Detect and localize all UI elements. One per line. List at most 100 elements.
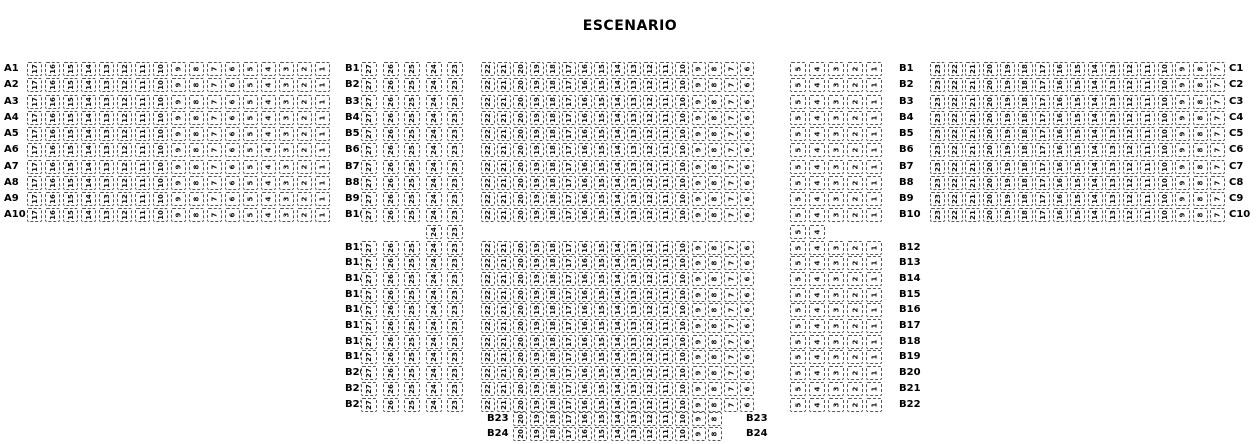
seat[interactable]: 12 — [643, 78, 657, 93]
seat[interactable]: 16 — [1052, 62, 1068, 76]
seat[interactable]: 10 — [675, 192, 690, 206]
seat[interactable]: 17 — [562, 240, 576, 255]
seat[interactable]: 11 — [135, 110, 150, 125]
seat[interactable]: 27 — [361, 94, 377, 109]
seat[interactable]: 4 — [809, 208, 825, 223]
seat[interactable]: 8 — [1192, 159, 1208, 174]
seat[interactable]: 10 — [675, 256, 690, 271]
seat[interactable]: 15 — [594, 427, 609, 442]
seat[interactable]: 11 — [659, 62, 674, 76]
seat[interactable]: 24 — [425, 127, 442, 141]
seat[interactable]: 8 — [707, 240, 722, 255]
seat[interactable]: 16 — [1052, 175, 1068, 190]
seat[interactable]: 16 — [578, 411, 593, 426]
seat[interactable]: 20 — [982, 159, 998, 174]
seat[interactable]: 17 — [1035, 94, 1050, 109]
seat[interactable]: 20 — [513, 381, 528, 396]
seat[interactable]: 14 — [81, 110, 96, 125]
seat[interactable]: 9 — [691, 271, 706, 286]
seat[interactable]: 22 — [481, 381, 495, 396]
seat[interactable]: 16 — [45, 208, 60, 223]
seat[interactable]: 11 — [135, 208, 150, 223]
seat[interactable]: 15 — [594, 397, 609, 412]
seat[interactable]: 15 — [63, 78, 78, 93]
seat[interactable]: 21 — [497, 192, 512, 206]
seat[interactable]: 12 — [643, 175, 657, 190]
seat[interactable]: 13 — [1105, 175, 1120, 190]
seat[interactable]: 6 — [740, 397, 755, 412]
seat[interactable]: 17 — [1035, 192, 1050, 206]
seat[interactable]: 9 — [1175, 159, 1190, 174]
seat[interactable]: 14 — [610, 411, 625, 426]
seat[interactable]: 8 — [1192, 192, 1208, 206]
seat[interactable]: 20 — [513, 287, 528, 302]
seat[interactable]: 25 — [404, 159, 420, 174]
seat[interactable]: 20 — [513, 127, 528, 141]
seat[interactable]: 27 — [361, 366, 377, 381]
seat[interactable]: 8 — [707, 143, 722, 158]
seat[interactable]: 20 — [513, 143, 528, 158]
seat[interactable]: 21 — [965, 175, 980, 190]
seat[interactable]: 5 — [790, 143, 806, 158]
seat[interactable]: 19 — [529, 175, 544, 190]
seat[interactable]: 1 — [866, 350, 882, 365]
seat[interactable]: 3 — [279, 208, 294, 223]
seat[interactable]: 9 — [691, 192, 706, 206]
seat[interactable]: 8 — [707, 175, 722, 190]
seat[interactable]: 13 — [1105, 159, 1120, 174]
seat[interactable]: 10 — [153, 78, 168, 93]
seat[interactable]: 6 — [225, 110, 240, 125]
seat[interactable]: 25 — [404, 319, 420, 333]
seat[interactable]: 23 — [447, 240, 463, 255]
seat[interactable]: 6 — [740, 287, 755, 302]
seat[interactable]: 25 — [404, 192, 420, 206]
seat[interactable]: 10 — [675, 110, 690, 125]
seat[interactable]: 26 — [382, 319, 399, 333]
seat[interactable]: 24 — [425, 240, 442, 255]
seat[interactable]: 12 — [1122, 127, 1138, 141]
seat[interactable]: 14 — [610, 94, 625, 109]
seat[interactable]: 10 — [153, 208, 168, 223]
seat[interactable]: 15 — [1070, 110, 1085, 125]
seat[interactable]: 18 — [1017, 143, 1033, 158]
seat[interactable]: 7 — [1210, 143, 1225, 158]
seat[interactable]: 23 — [930, 175, 945, 190]
seat[interactable]: 6 — [225, 175, 240, 190]
seat[interactable]: 17 — [27, 208, 42, 223]
seat[interactable]: 16 — [45, 110, 60, 125]
seat[interactable]: 17 — [27, 143, 42, 158]
seat[interactable]: 19 — [529, 110, 544, 125]
seat[interactable]: 27 — [361, 256, 377, 271]
seat[interactable]: 15 — [594, 127, 609, 141]
seat[interactable]: 2 — [847, 94, 863, 109]
seat[interactable]: 22 — [947, 94, 963, 109]
seat[interactable]: 16 — [578, 427, 593, 442]
seat[interactable]: 1 — [315, 78, 330, 93]
seat[interactable]: 4 — [261, 127, 276, 141]
seat[interactable]: 22 — [947, 192, 963, 206]
seat[interactable]: 17 — [562, 175, 576, 190]
seat[interactable]: 19 — [529, 192, 544, 206]
seat[interactable]: 24 — [425, 287, 442, 302]
seat[interactable]: 9 — [691, 62, 706, 76]
seat[interactable]: 20 — [513, 411, 528, 426]
seat[interactable]: 11 — [659, 366, 674, 381]
seat[interactable]: 22 — [481, 271, 495, 286]
seat[interactable]: 24 — [425, 208, 442, 223]
seat[interactable]: 8 — [707, 94, 722, 109]
seat[interactable]: 17 — [562, 334, 576, 349]
seat[interactable]: 8 — [707, 411, 722, 426]
seat[interactable]: 23 — [447, 397, 463, 412]
seat[interactable]: 8 — [707, 287, 722, 302]
seat[interactable]: 27 — [361, 110, 377, 125]
seat[interactable]: 18 — [545, 303, 560, 318]
seat[interactable]: 15 — [594, 303, 609, 318]
seat[interactable]: 11 — [1140, 127, 1155, 141]
seat[interactable]: 21 — [497, 159, 512, 174]
seat[interactable]: 19 — [529, 159, 544, 174]
seat[interactable]: 19 — [1000, 127, 1015, 141]
seat[interactable]: 14 — [1087, 127, 1103, 141]
seat[interactable]: 7 — [1210, 110, 1225, 125]
seat[interactable]: 23 — [930, 94, 945, 109]
seat[interactable]: 7 — [1210, 127, 1225, 141]
